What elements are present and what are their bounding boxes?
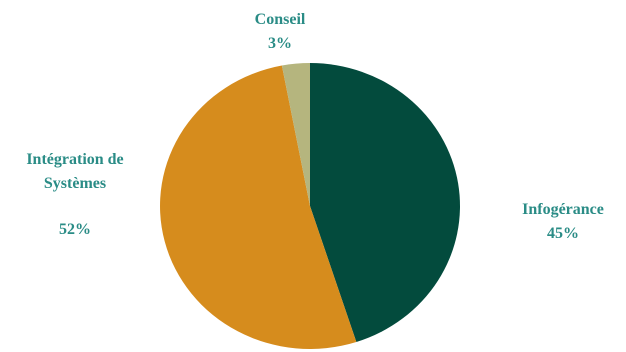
slice-label-infogerance: Infogérance 45% <box>500 198 626 246</box>
slice-label-integration-value: 52% <box>59 221 91 238</box>
pie-slice-infogerance <box>310 63 460 342</box>
slice-label-infogerance-value: 45% <box>547 225 579 242</box>
slice-label-infogerance-name: Infogérance <box>522 201 604 218</box>
slice-label-conseil-name: Conseil <box>254 11 306 28</box>
pie-slice-integration-de-systemes <box>160 65 357 349</box>
slice-label-integration-name-line2: Systèmes <box>43 175 107 192</box>
slice-label-integration: Intégration de Systèmes 52% <box>0 148 150 242</box>
pie-slice-conseil <box>281 63 310 206</box>
slice-label-conseil-value: 3% <box>268 35 292 52</box>
slice-label-conseil: Conseil 3% <box>220 8 340 56</box>
slice-label-integration-name-line1: Intégration de <box>26 151 124 168</box>
pie-slices <box>160 63 460 349</box>
